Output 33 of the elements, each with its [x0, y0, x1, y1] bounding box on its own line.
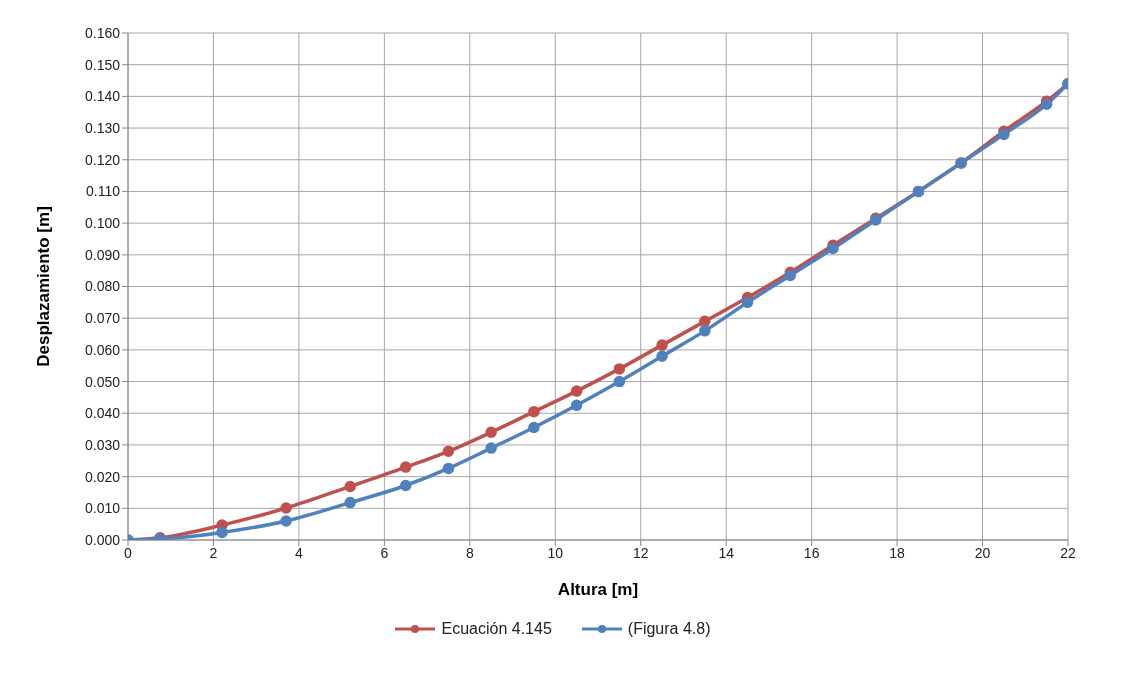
x-tick-label: 12 — [632, 544, 649, 561]
y-tick-label: 0.070 — [84, 310, 121, 327]
legend-label: (Figura 4.8) — [626, 620, 711, 638]
y-tick-label: 0.150 — [84, 56, 121, 73]
x-tick-label: 6 — [380, 544, 389, 561]
y-tick-label: 0.020 — [84, 468, 121, 485]
y-tick-label: 0.000 — [84, 531, 121, 548]
x-tick-label: 4 — [295, 544, 304, 561]
x-tick-label: 14 — [718, 544, 735, 561]
y-tick-label: 0.160 — [84, 24, 121, 41]
x-tick-label: 10 — [547, 544, 564, 561]
legend-label: Ecuación 4.145 — [440, 620, 552, 638]
x-tick-label: 0 — [124, 544, 133, 561]
y-tick-label: 0.080 — [84, 278, 121, 295]
x-tick-label: 8 — [465, 544, 474, 561]
x-tick-label: 20 — [974, 544, 991, 561]
x-tick-label: 2 — [209, 544, 218, 561]
y-tick-label: 0.090 — [84, 246, 121, 263]
y-tick-label: 0.050 — [84, 373, 121, 390]
x-tick-label: 18 — [889, 544, 906, 561]
y-tick-label: 0.100 — [84, 215, 121, 232]
y-tick-label: 0.040 — [84, 405, 121, 422]
y-axis-title: Desplazamiento [m] — [34, 206, 54, 367]
y-tick-label: 0.140 — [84, 88, 121, 105]
x-tick-label: 22 — [1060, 544, 1076, 561]
y-tick-label: 0.120 — [84, 151, 121, 168]
y-tick-label: 0.010 — [84, 500, 121, 517]
x-axis-title: Altura [m] — [557, 580, 639, 599]
y-tick-label: 0.030 — [84, 436, 121, 453]
y-tick-label: 0.110 — [86, 183, 121, 200]
y-tick-label: 0.060 — [84, 341, 121, 358]
y-tick-label: 0.130 — [84, 120, 121, 137]
x-tick-label: 16 — [803, 544, 820, 561]
